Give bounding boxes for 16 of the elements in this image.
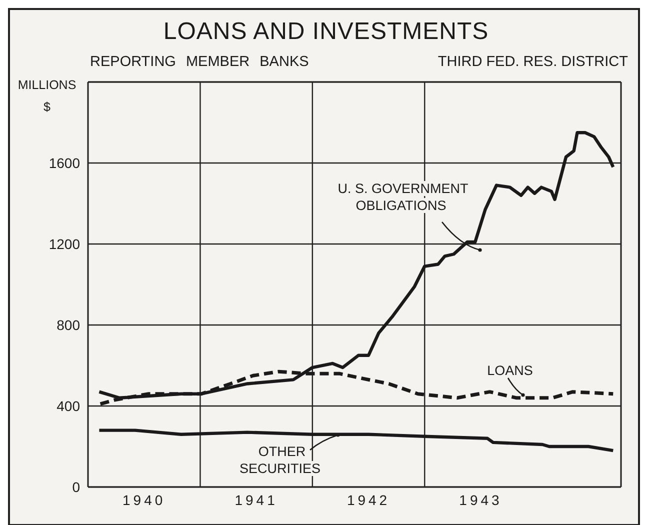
series-label: LOANS [485, 363, 535, 378]
text: THIRD FED. RES. DISTRICT [438, 54, 628, 70]
y-axis-title: MILLIONS $ [16, 77, 78, 116]
x-tick-label: 1941 [234, 492, 278, 508]
y-tick-label: 1200 [48, 236, 80, 252]
chart-title: LOANS AND INVESTMENTS [162, 18, 490, 46]
x-tick-label: 1943 [459, 492, 502, 508]
series-label: U. S. GOVERNMENT OBLIGATIONS [336, 181, 468, 213]
x-tick-label: 1940 [122, 492, 166, 508]
y-tick-label: 0 [72, 478, 80, 495]
y-tick-label: 800 [56, 316, 80, 333]
y-tick-label: 1600 [48, 154, 80, 171]
chart-subtitle: REPORTING MEMBER BANKS [90, 54, 309, 70]
series-label: OTHER SECURITIES [239, 444, 322, 476]
y-tick-label: 400 [56, 398, 80, 414]
x-tick-label: 1942 [346, 492, 390, 508]
